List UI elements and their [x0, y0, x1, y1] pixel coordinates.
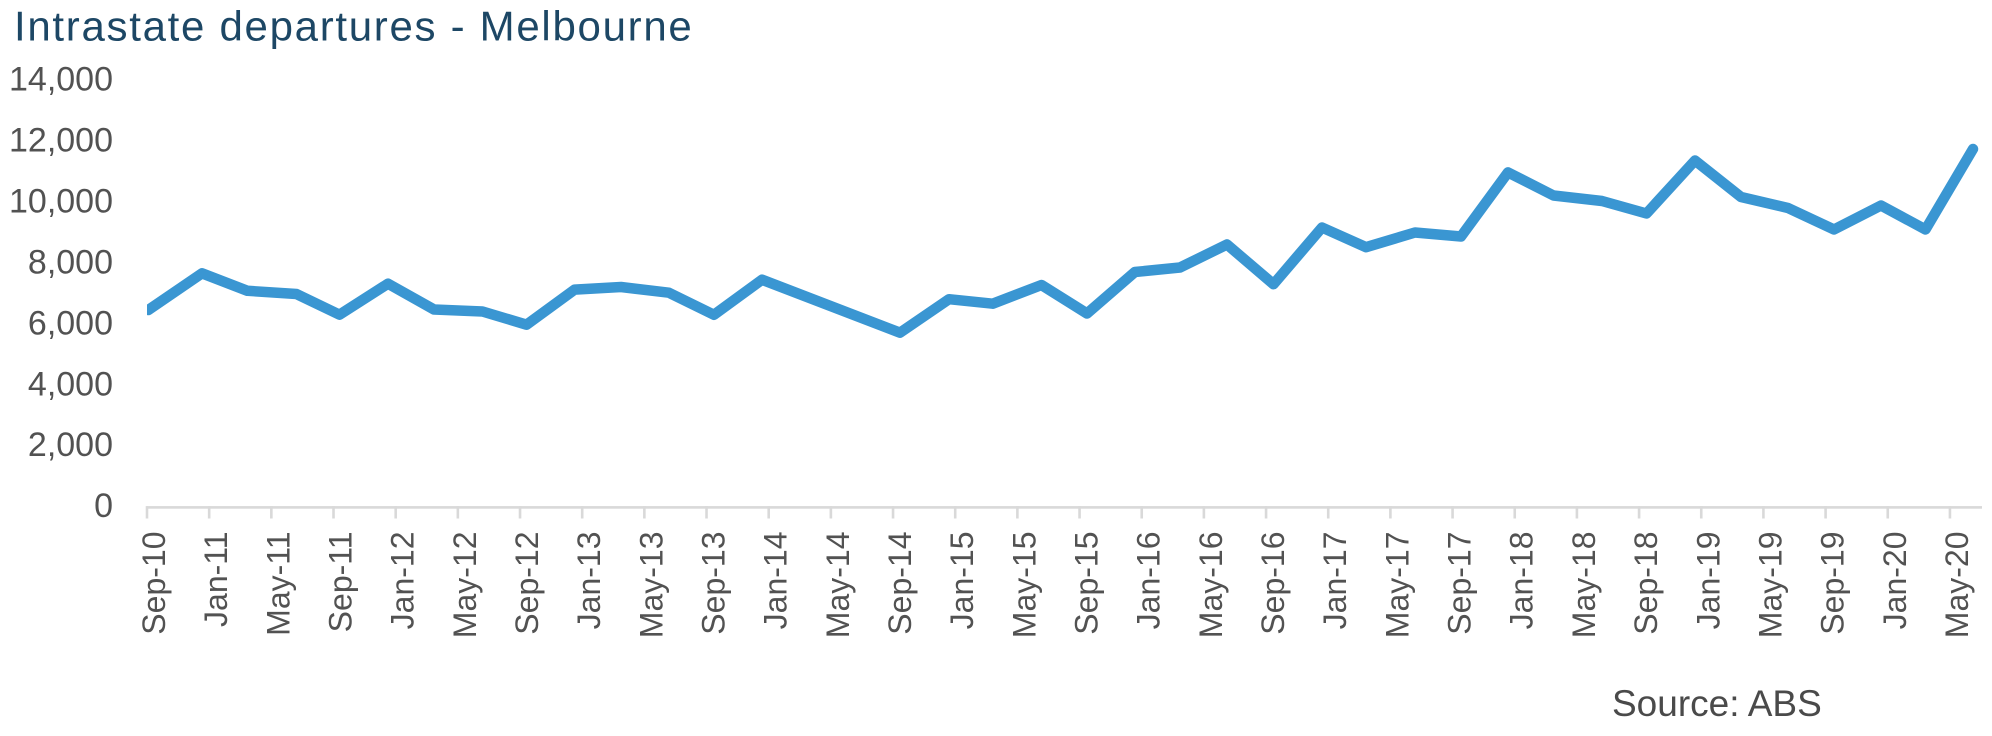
svg-text:Jan-12: Jan-12 [385, 532, 421, 630]
svg-text:Jan-15: Jan-15 [944, 532, 980, 630]
svg-text:8,000: 8,000 [28, 243, 113, 281]
svg-text:12,000: 12,000 [9, 122, 113, 160]
svg-text:6,000: 6,000 [28, 304, 113, 342]
svg-text:May-17: May-17 [1379, 532, 1415, 639]
svg-text:May-13: May-13 [633, 532, 669, 639]
svg-text:May-16: May-16 [1193, 532, 1229, 639]
svg-text:May-15: May-15 [1006, 532, 1042, 639]
svg-text:Jan-14: Jan-14 [758, 532, 794, 630]
svg-text:2,000: 2,000 [28, 426, 113, 464]
svg-text:May-20: May-20 [1939, 532, 1975, 639]
svg-text:0: 0 [94, 487, 113, 525]
svg-text:Sep-11: Sep-11 [323, 532, 359, 633]
svg-text:Sep-12: Sep-12 [509, 532, 545, 635]
svg-text:May-12: May-12 [447, 532, 483, 639]
svg-text:May-14: May-14 [820, 532, 856, 639]
svg-text:Jan-13: Jan-13 [571, 532, 607, 630]
svg-text:Jan-18: Jan-18 [1504, 532, 1540, 630]
svg-text:Jan-17: Jan-17 [1317, 532, 1353, 630]
svg-text:Sep-18: Sep-18 [1628, 532, 1664, 635]
svg-text:10,000: 10,000 [9, 182, 113, 220]
svg-text:Jan-16: Jan-16 [1131, 532, 1167, 630]
svg-text:Sep-13: Sep-13 [696, 532, 732, 635]
svg-text:Jan-20: Jan-20 [1877, 532, 1913, 630]
svg-text:Jan-11: Jan-11 [198, 532, 234, 627]
svg-text:May-18: May-18 [1566, 532, 1602, 639]
svg-text:May-11: May-11 [260, 532, 296, 636]
svg-text:Source: ABS: Source: ABS [1612, 683, 1822, 724]
svg-text:Intrastate departures - Melbou: Intrastate departures - Melbourne [14, 2, 693, 49]
svg-text:Jan-19: Jan-19 [1690, 532, 1726, 630]
svg-text:Sep-10: Sep-10 [136, 532, 172, 635]
svg-text:14,000: 14,000 [9, 61, 113, 99]
svg-text:Sep-15: Sep-15 [1069, 532, 1105, 635]
svg-text:Sep-16: Sep-16 [1255, 532, 1291, 635]
svg-text:Sep-14: Sep-14 [882, 532, 918, 635]
svg-text:Sep-17: Sep-17 [1442, 532, 1478, 635]
svg-text:Sep-19: Sep-19 [1815, 532, 1851, 635]
svg-text:May-19: May-19 [1752, 532, 1788, 639]
svg-text:4,000: 4,000 [28, 365, 113, 403]
